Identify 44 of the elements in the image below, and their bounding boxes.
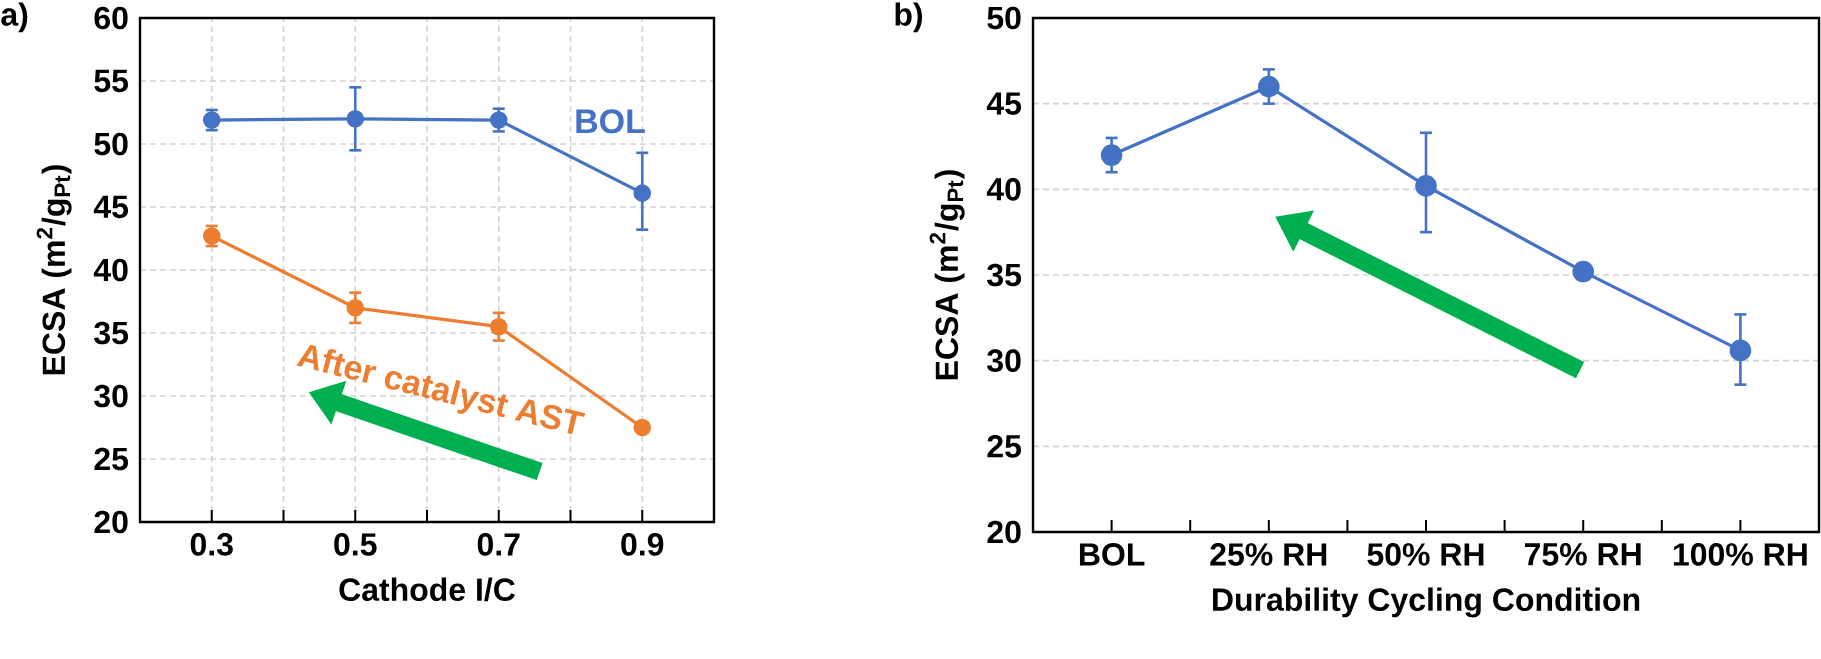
y-tick-label: 20 — [987, 520, 1021, 544]
y-tick-label: 45 — [986, 92, 1022, 115]
x-tick-label: 0.9 — [621, 533, 664, 556]
x-axis-title: Durability Cycling Condition — [1213, 587, 1640, 618]
x-tick-label: 75% RH — [1525, 543, 1641, 566]
point — [489, 111, 508, 129]
point — [1415, 175, 1437, 197]
point — [346, 110, 365, 128]
y-tick-label: 20 — [94, 510, 128, 534]
series-label: BOL — [576, 109, 645, 134]
y-tick-label: 55 — [94, 69, 129, 93]
point — [1258, 75, 1280, 98]
x-tick-label: 0.3 — [190, 533, 233, 556]
y-axis-title: ECSA (m$^{2}$/g$_{Pt}$) — [929, 170, 965, 380]
x-tick-label: 100% RH — [1673, 543, 1807, 566]
y-tick-label: 40 — [93, 258, 128, 282]
point — [346, 299, 365, 317]
y-tick-label: 35 — [987, 263, 1022, 287]
y-tick-label: 60 — [94, 6, 128, 30]
point — [633, 184, 652, 202]
y-axis-title: ECSA (m$^{2}$/g$_{Pt}$) — [36, 165, 72, 375]
y-tick-label: 45 — [93, 195, 129, 219]
x-tick-label: BOL — [1079, 543, 1145, 566]
y-tick-label: 25 — [94, 447, 129, 471]
y-tick-label: 50 — [94, 132, 128, 156]
y-tick-label: 30 — [94, 384, 128, 408]
y-tick-label: 25 — [987, 435, 1022, 458]
x-tick-label: 25% RH — [1210, 543, 1327, 566]
y-tick-label: 30 — [987, 349, 1021, 372]
chart-title: a) — [1, 2, 28, 33]
point — [489, 317, 508, 336]
point — [1572, 260, 1595, 283]
y-tick-label: 50 — [987, 6, 1021, 30]
x-axis-title: Cathode I/C — [339, 577, 516, 602]
point — [1100, 144, 1123, 166]
x-tick-label: 0.5 — [334, 533, 377, 556]
point — [633, 418, 652, 437]
x-tick-label: 0.7 — [477, 533, 520, 556]
text: After catalyst AST — [296, 344, 586, 435]
chart-title: b) — [895, 2, 923, 33]
x-tick-label: 50% RH — [1367, 543, 1484, 566]
y-tick-label: 40 — [986, 178, 1021, 201]
y-tick-label: 35 — [94, 321, 129, 345]
point — [1729, 339, 1752, 362]
